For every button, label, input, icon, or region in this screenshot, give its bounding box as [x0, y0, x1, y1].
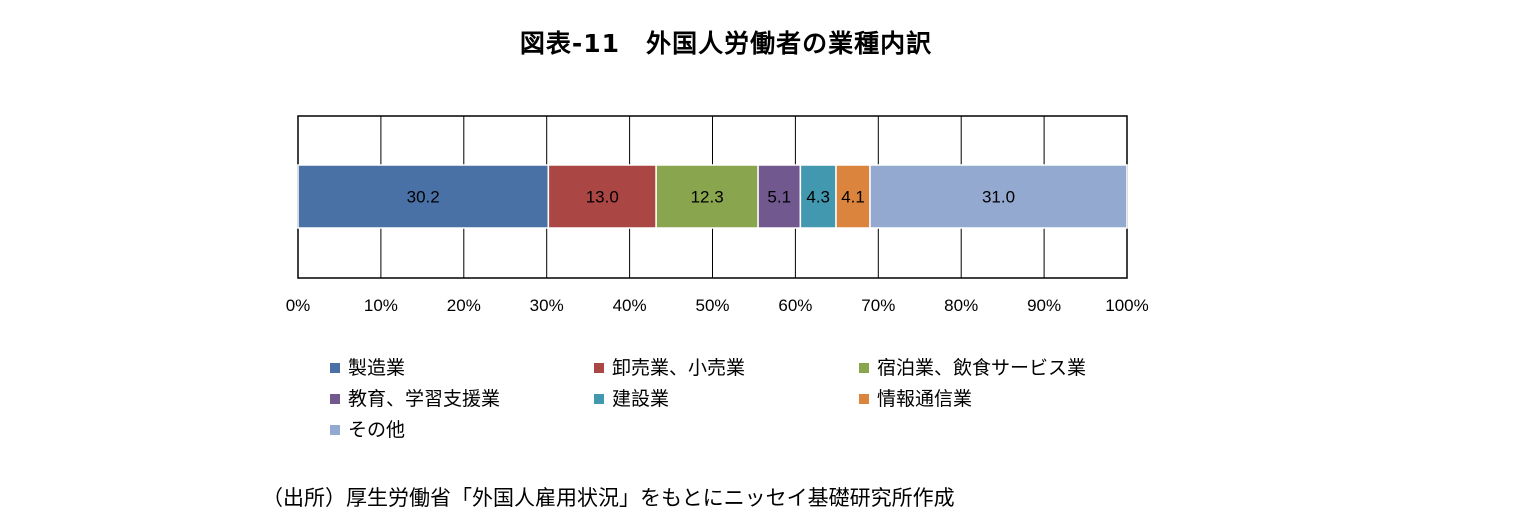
data-label-4: 5.1 [767, 188, 791, 207]
legend-label: 卸売業、小売業 [612, 357, 746, 379]
x-tick-label: 20% [447, 296, 481, 315]
bar-segment-3 [655, 164, 759, 229]
bar-segment-4 [757, 164, 802, 229]
legend-label: 建設業 [612, 388, 670, 410]
bar-segment-6 [835, 164, 871, 229]
data-label-2: 13.0 [586, 188, 619, 207]
x-tick-label: 0% [286, 296, 311, 315]
data-labels: 30.2 13.0 12.3 5.1 4.3 4.1 31.0 [407, 188, 1015, 207]
legend-swatch [330, 363, 340, 373]
data-label-5: 4.3 [806, 188, 830, 207]
bar-segment-7 [869, 164, 1128, 229]
x-tick-label: 40% [613, 296, 647, 315]
bar-segment-1 [297, 164, 550, 229]
chart-title: 図表-11 外国人労働者の業種内訳 [519, 29, 933, 58]
bar-segments [297, 164, 1128, 229]
legend-swatch [330, 425, 340, 435]
x-tick-label: 10% [364, 296, 398, 315]
data-label-7: 31.0 [982, 188, 1015, 207]
legend-swatch [859, 394, 869, 404]
x-tick-label: 100% [1105, 296, 1148, 315]
data-label-3: 12.3 [691, 188, 724, 207]
legend-label: 情報通信業 [877, 388, 973, 410]
legend-label: 製造業 [348, 357, 406, 379]
legend-label: その他 [348, 419, 406, 441]
legend-item: 教育、学習支援業 [330, 387, 500, 411]
legend-swatch [859, 363, 869, 373]
legend-item: その他 [330, 418, 405, 442]
legend-item: 情報通信業 [859, 387, 972, 411]
bar-segment-5 [799, 164, 837, 229]
bar-segment-2 [547, 164, 657, 229]
x-tick-label: 70% [861, 296, 895, 315]
legend-item: 製造業 [330, 356, 405, 380]
data-label-1: 30.2 [407, 188, 440, 207]
x-tick-label: 80% [944, 296, 978, 315]
legend-label: 宿泊業、飲食サービス業 [877, 357, 1087, 379]
x-tick-label: 60% [778, 296, 812, 315]
legend-item: 宿泊業、飲食サービス業 [859, 356, 1086, 380]
legend-item: 卸売業、小売業 [594, 356, 745, 380]
legend-swatch [594, 394, 604, 404]
x-axis-ticks: 0% 10% 20% 30% 40% 50% 60% 70% 80% 90% 100% [286, 296, 1149, 315]
x-tick-label: 90% [1027, 296, 1061, 315]
data-label-6: 4.1 [841, 188, 865, 207]
legend-label: 教育、学習支援業 [348, 388, 501, 410]
source-note: （出所）厚生労働省「外国人雇用状況」をもとにニッセイ基礎研究所作成 [262, 486, 955, 510]
legend-item: 建設業 [594, 387, 669, 411]
legend-swatch [330, 394, 340, 404]
x-tick-label: 30% [530, 296, 564, 315]
legend-swatch [594, 363, 604, 373]
x-tick-label: 50% [695, 296, 729, 315]
